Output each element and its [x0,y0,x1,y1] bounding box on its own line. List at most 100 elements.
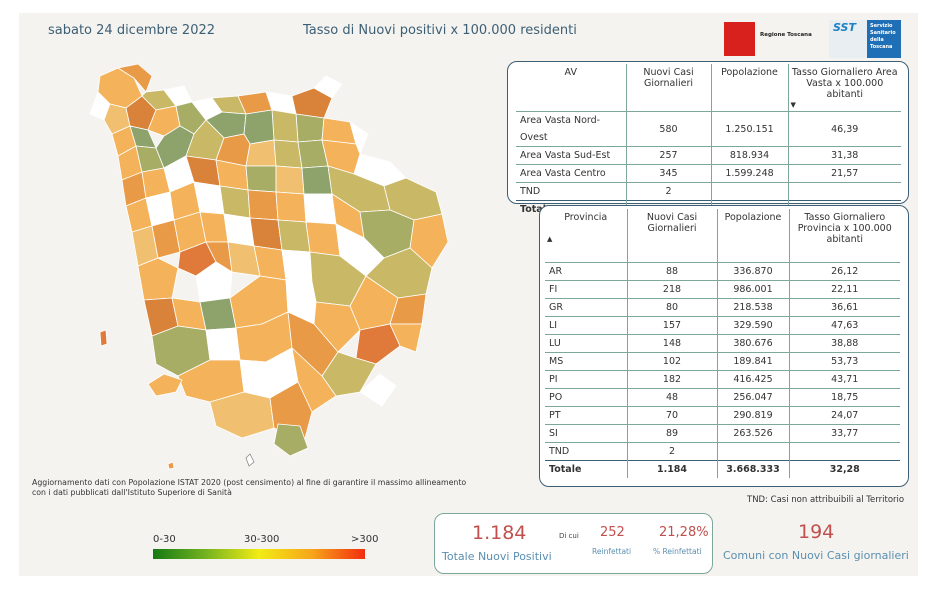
total-cases: 1.184 [626,459,717,478]
av-table: AV Nuovi Casi Giornalieri Popolazione Ta… [516,64,901,218]
map-area[interactable] [313,301,361,353]
map-area[interactable] [249,217,283,251]
prov-name: FI [545,279,627,298]
prov-pop: 218.538 [716,297,789,316]
map-area[interactable] [409,213,449,269]
av-pop: 1.250.151 [710,111,788,147]
prov-col-cases[interactable]: Nuovi Casi Giornalieri [626,209,717,262]
map-area[interactable] [305,221,341,257]
map-area[interactable] [291,346,337,413]
av-pop [710,182,788,201]
total-positive-value: 1.184 [472,522,527,544]
table-row[interactable]: Area Vasta Centro 345 1.599.248 21,57 [516,164,901,183]
map-area[interactable] [303,193,337,225]
table-row[interactable]: TND 2 [516,182,901,201]
prov-rate: 47,63 [788,315,900,334]
reinfected-pct-label: % Reinfettati [653,547,702,556]
table-row[interactable]: MS 102 189.841 53,73 [545,351,900,370]
montecristo-island[interactable] [167,461,175,470]
map-area[interactable] [275,191,307,223]
prov-cases: 2 [626,441,717,460]
map-area[interactable] [281,249,313,283]
map-area[interactable] [359,373,397,407]
prov-pop: 263.526 [716,423,789,442]
map-area[interactable] [271,109,299,143]
reinfected-value: 252 [600,525,625,540]
prov-name: PT [545,405,627,424]
map-area[interactable] [277,219,311,253]
map-area[interactable] [301,165,333,195]
map-area[interactable] [321,117,357,145]
map-area[interactable] [243,109,275,145]
av-col-rate[interactable]: Tasso Giornaliero Area Vasta x 100.000 a… [787,64,901,112]
av-col-rate-label: Tasso Giornaliero Area Vasta x 100.000 a… [791,67,898,100]
prov-name: LI [545,315,627,334]
report-date: sabato 24 dicembre 2022 [48,23,216,38]
sort-desc-icon[interactable]: ▼ [790,101,796,109]
table-row[interactable]: LU 148 380.676 38,88 [545,333,900,352]
map-area[interactable] [195,261,233,303]
av-cases: 580 [625,111,711,147]
prov-rate: 33,77 [788,423,900,442]
prov-cases: 182 [626,369,717,388]
table-row[interactable]: PT 70 290.819 24,07 [545,405,900,424]
map-area[interactable] [116,63,153,93]
table-row[interactable]: LI 157 329.590 47,63 [545,315,900,334]
tuscany-map[interactable] [60,62,460,472]
table-row[interactable]: SI 89 263.526 33,77 [545,423,900,442]
di-cui-label: Di cui [559,532,579,540]
map-area[interactable] [223,213,255,247]
map-area[interactable] [313,75,343,99]
elba-island[interactable] [147,373,183,397]
map-area[interactable] [219,185,251,219]
prov-name: LU [545,333,627,352]
prov-col-pop[interactable]: Popolazione [716,209,789,262]
legend-label-mid: 30-300 [244,534,280,545]
prov-col-provincia[interactable]: Provincia ▲ [545,209,627,262]
prov-pop: 256.047 [716,387,789,406]
sort-asc-icon[interactable]: ▲ [547,235,553,243]
av-col-pop[interactable]: Popolazione [710,64,788,112]
table-row[interactable]: Area Vasta Nord-Ovest 580 1.250.151 46,3… [516,111,901,147]
prov-rate: 38,88 [788,333,900,352]
prov-rate: 43,71 [788,369,900,388]
av-name: Area Vasta Centro [516,164,626,183]
map-area[interactable] [245,165,277,193]
table-row[interactable]: Area Vasta Sud-Est 257 818.934 31,38 [516,146,901,165]
table-row[interactable]: TND 2 [545,441,900,460]
map-area[interactable] [205,327,241,361]
capraia-island[interactable] [99,329,108,347]
map-area[interactable] [273,139,303,169]
map-area[interactable] [295,113,325,143]
tnd-note: TND: Casi non attribuibili al Territorio [747,495,905,505]
table-row[interactable]: PI 182 416.425 43,71 [545,369,900,388]
giglio-island[interactable] [245,453,255,467]
av-col-cases[interactable]: Nuovi Casi Giornalieri [625,64,711,112]
regione-toscana-logo: Regione Toscana [724,22,812,56]
table-row[interactable]: GR 80 218.538 36,61 [545,297,900,316]
prov-name: TND [545,441,627,460]
table-row[interactable]: FI 218 986.001 22,11 [545,279,900,298]
table-row[interactable]: AR 88 336.870 26,12 [545,261,900,280]
prov-table: Provincia ▲ Nuovi Casi Giornalieri Popola… [545,209,900,478]
map-area[interactable] [355,323,401,365]
map-area[interactable] [291,87,333,119]
av-col-av[interactable]: AV [564,67,577,78]
reinfected-label: Reinfettati [592,547,632,556]
av-rate: 21,57 [787,164,901,183]
table-row[interactable]: PO 48 256.047 18,75 [545,387,900,406]
map-area[interactable] [275,165,305,195]
map-area[interactable] [273,423,309,457]
prov-name: PI [545,369,627,388]
av-rate [787,182,901,201]
reinfected-pct-value: 21,28% [659,525,709,540]
prov-col-rate[interactable]: Tasso Giornaliero Provincia x 100.000 ab… [788,209,900,262]
map-area[interactable] [245,139,277,167]
map-area[interactable] [389,323,423,353]
map-area[interactable] [209,391,275,439]
map-area[interactable] [247,189,279,221]
map-area[interactable] [137,257,179,301]
prov-pop: 986.001 [716,279,789,298]
av-name: Area Vasta Nord-Ovest [516,111,626,147]
legend-label-high: >300 [351,534,379,545]
